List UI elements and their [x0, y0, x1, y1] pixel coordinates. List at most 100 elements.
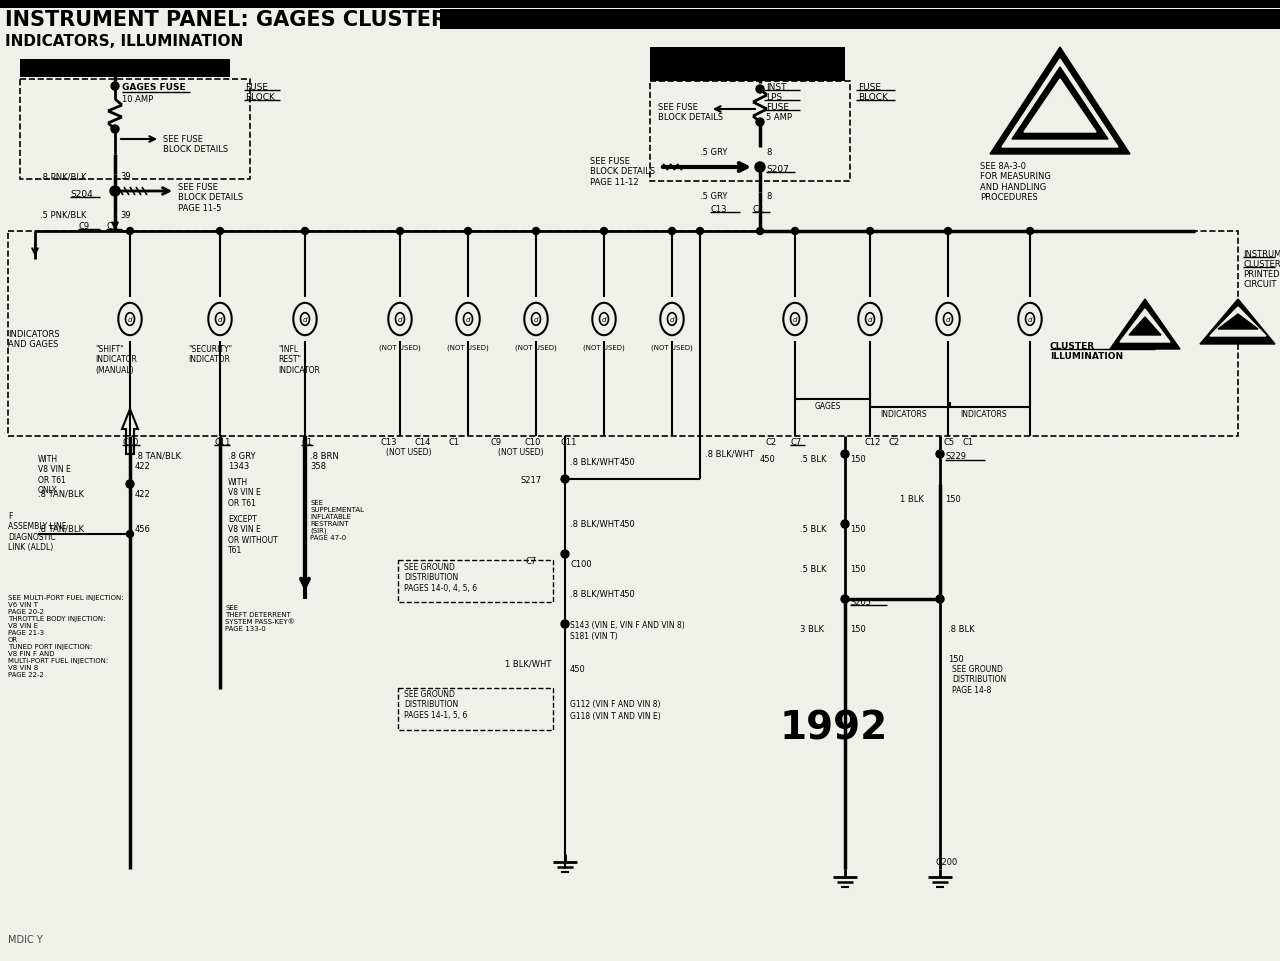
Text: .5 GRY: .5 GRY	[700, 148, 727, 157]
Text: GAGES FUSE: GAGES FUSE	[122, 83, 186, 92]
Circle shape	[127, 229, 133, 235]
Polygon shape	[1210, 308, 1266, 336]
Text: (NOT USED): (NOT USED)	[584, 345, 625, 351]
Polygon shape	[1024, 80, 1096, 133]
Text: SEE
SUPPLEMENTAL
INFLATABLE
RESTRAINT
(SIR)
PAGE 47-0: SEE SUPPLEMENTAL INFLATABLE RESTRAINT (S…	[310, 500, 364, 541]
Text: (NOT USED): (NOT USED)	[498, 448, 544, 456]
Circle shape	[125, 480, 134, 488]
Text: C10: C10	[122, 437, 138, 447]
Circle shape	[756, 229, 763, 235]
Circle shape	[867, 229, 873, 235]
Text: C1: C1	[963, 437, 973, 447]
Text: SEE FUSE
BLOCK DETAILS: SEE FUSE BLOCK DETAILS	[163, 135, 228, 154]
Text: "SECURITY"
INDICATOR: "SECURITY" INDICATOR	[188, 345, 232, 364]
Text: .8 PNK/BLK: .8 PNK/BLK	[40, 172, 87, 181]
Text: BLOCK: BLOCK	[858, 93, 888, 102]
Circle shape	[561, 476, 570, 483]
Text: 450: 450	[760, 455, 776, 463]
Text: "INFL
REST"
INDICATOR: "INFL REST" INDICATOR	[278, 345, 320, 375]
Text: MDIC Y: MDIC Y	[8, 934, 42, 944]
Text: d: d	[669, 317, 675, 323]
Text: INDICATORS
AND GAGES: INDICATORS AND GAGES	[8, 330, 60, 349]
Text: C9: C9	[78, 222, 90, 231]
Text: 450: 450	[620, 520, 636, 529]
Polygon shape	[1012, 68, 1108, 140]
Text: S204: S204	[70, 190, 92, 199]
Text: 1343: 1343	[228, 461, 250, 471]
Text: F
ASSEMBLY LINE
DIAGNOSTIC
LINK (ALDL): F ASSEMBLY LINE DIAGNOSTIC LINK (ALDL)	[8, 511, 67, 552]
Circle shape	[841, 451, 849, 458]
Text: 3 BLK: 3 BLK	[800, 625, 824, 633]
Text: 150: 150	[945, 495, 961, 504]
Text: .5 BLK: .5 BLK	[800, 525, 827, 533]
Text: 1 BLK: 1 BLK	[900, 495, 924, 504]
Text: S229: S229	[945, 452, 966, 460]
Text: C1: C1	[301, 437, 312, 447]
Text: .8 BLK/WHT: .8 BLK/WHT	[570, 589, 620, 599]
Circle shape	[302, 229, 308, 235]
Text: G112 (VIN F AND VIN 8): G112 (VIN F AND VIN 8)	[570, 700, 660, 708]
Text: INDICATORS, ILLUMINATION: INDICATORS, ILLUMINATION	[5, 34, 243, 49]
Text: d: d	[946, 317, 950, 323]
Text: .8 BLK/WHT: .8 BLK/WHT	[570, 520, 620, 529]
Text: .5 BLK: .5 BLK	[800, 564, 827, 574]
Text: d: d	[398, 317, 402, 323]
Text: d: d	[218, 317, 223, 323]
Text: SEE FUSE
BLOCK DETAILS
PAGE 11-12: SEE FUSE BLOCK DETAILS PAGE 11-12	[590, 157, 655, 186]
Text: 10 AMP: 10 AMP	[122, 95, 154, 104]
Text: CIRCUIT: CIRCUIT	[1243, 280, 1276, 288]
Text: C9: C9	[490, 437, 502, 447]
Text: C7: C7	[790, 437, 801, 447]
Text: 150: 150	[850, 525, 865, 533]
Circle shape	[110, 186, 120, 197]
Text: .5 GRY: .5 GRY	[700, 192, 727, 201]
Polygon shape	[1201, 300, 1275, 345]
Text: C5: C5	[943, 437, 954, 447]
Text: SEE GROUND
DISTRIBUTION
PAGES 14-1, 5, 6: SEE GROUND DISTRIBUTION PAGES 14-1, 5, 6	[404, 689, 467, 719]
Text: C1: C1	[448, 437, 460, 447]
Text: HOT WITH LIGHT SWITCH
IN PARK OR HEAD: HOT WITH LIGHT SWITCH IN PARK OR HEAD	[654, 50, 783, 69]
Text: 1 BLK/WHT: 1 BLK/WHT	[506, 659, 552, 668]
Text: .8 BLK: .8 BLK	[948, 625, 974, 633]
Circle shape	[936, 451, 945, 458]
Bar	[650, 48, 845, 82]
Text: 422: 422	[134, 489, 151, 499]
Text: C13: C13	[380, 437, 397, 447]
Text: 8: 8	[765, 192, 772, 201]
Polygon shape	[1120, 309, 1170, 343]
Text: 1992: 1992	[780, 709, 888, 748]
Text: INDICATORS: INDICATORS	[881, 409, 927, 419]
Text: CLUSTER
ILLUMINATION: CLUSTER ILLUMINATION	[1050, 342, 1123, 361]
Text: G118 (VIN T AND VIN E): G118 (VIN T AND VIN E)	[570, 711, 660, 720]
Text: 39: 39	[120, 172, 131, 181]
Circle shape	[127, 530, 133, 538]
Text: .8 BLK/WHT: .8 BLK/WHT	[705, 450, 754, 458]
Text: 8: 8	[765, 148, 772, 157]
Text: C10: C10	[524, 437, 540, 447]
Text: d: d	[1028, 317, 1032, 323]
Text: S143 (VIN E, VIN F AND VIN 8): S143 (VIN E, VIN F AND VIN 8)	[570, 621, 685, 629]
Text: S205: S205	[850, 598, 870, 606]
Bar	[20, 80, 250, 180]
Text: SEE 8A-3-0
FOR MEASURING
AND HANDLING
PROCEDURES: SEE 8A-3-0 FOR MEASURING AND HANDLING PR…	[980, 161, 1051, 202]
Text: S217: S217	[520, 476, 541, 484]
Text: 150: 150	[948, 654, 964, 663]
Text: (NOT USED): (NOT USED)	[447, 345, 489, 351]
Circle shape	[841, 596, 849, 604]
Text: 422: 422	[134, 461, 151, 471]
Text: S207: S207	[765, 165, 788, 174]
Bar	[398, 560, 553, 603]
Circle shape	[561, 551, 570, 558]
Text: WITH
V8 VIN E
OR T61: WITH V8 VIN E OR T61	[228, 478, 261, 507]
Text: 450: 450	[620, 589, 636, 599]
Text: PRINTED: PRINTED	[1243, 270, 1280, 279]
Circle shape	[111, 83, 119, 91]
Text: FUSE: FUSE	[244, 83, 268, 92]
Text: C100: C100	[570, 559, 591, 568]
Text: (NOT USED): (NOT USED)	[515, 345, 557, 351]
Circle shape	[532, 229, 539, 235]
Text: C2: C2	[753, 205, 763, 213]
Text: SEE MULTI-PORT FUEL INJECTION:
V6 VIN T
PAGE 20-2
THROTTLE BODY INJECTION:
V8 VI: SEE MULTI-PORT FUEL INJECTION: V6 VIN T …	[8, 595, 124, 678]
Text: "SHIFT"
INDICATOR
(MANUAL): "SHIFT" INDICATOR (MANUAL)	[95, 345, 137, 375]
Text: 150: 150	[850, 455, 865, 463]
